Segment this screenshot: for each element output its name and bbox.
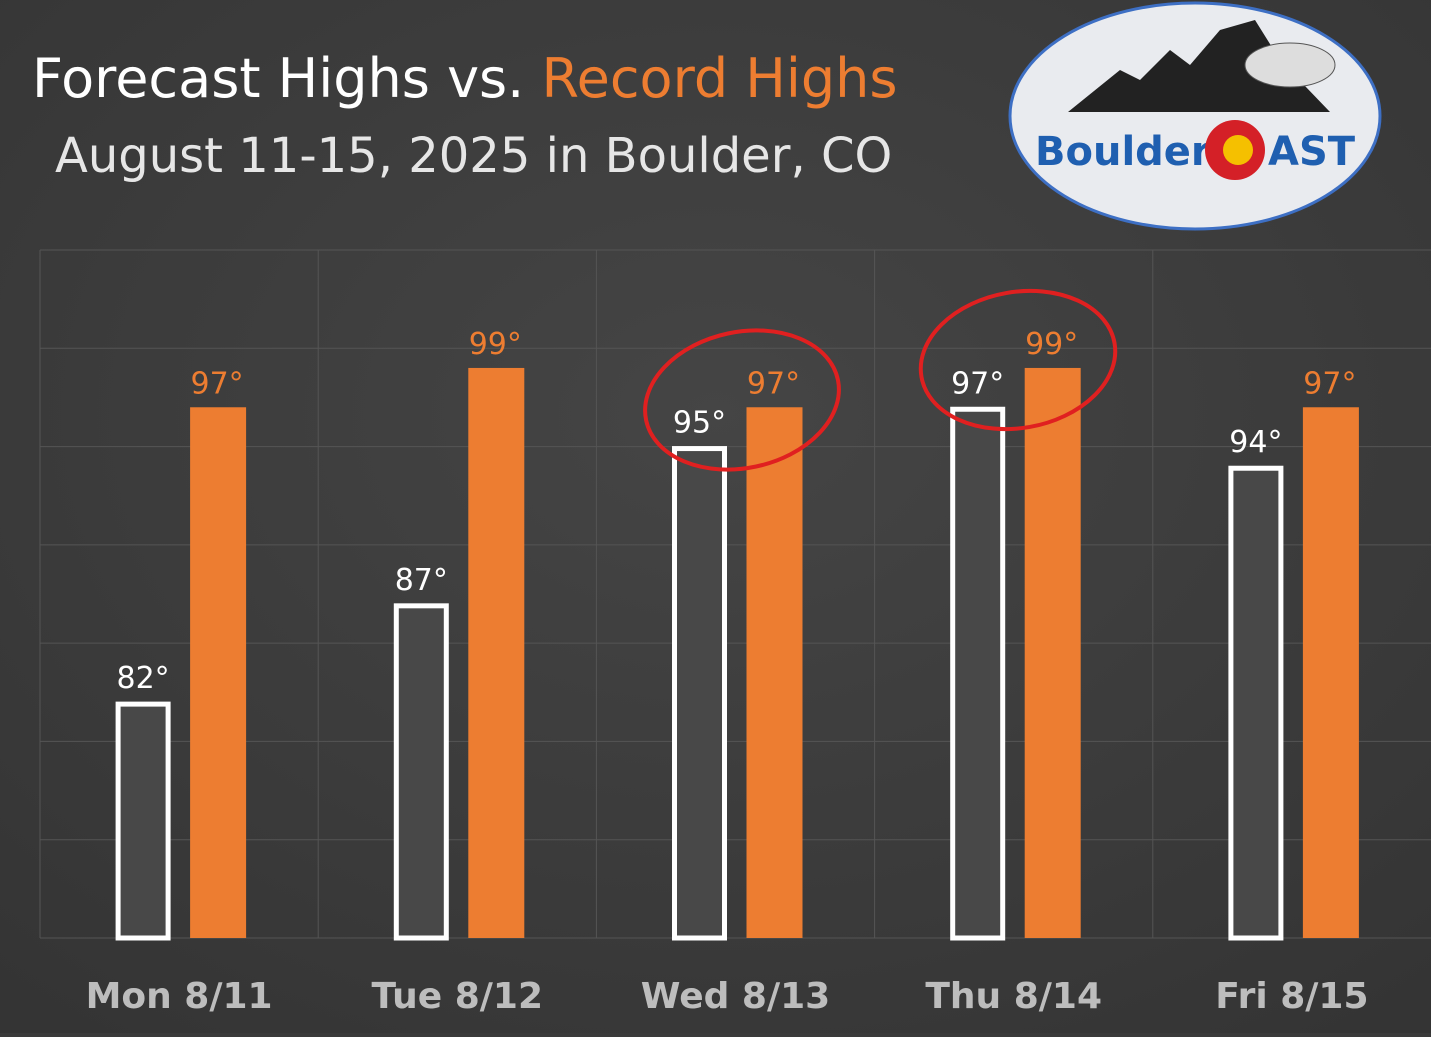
highlight-circle xyxy=(643,328,841,472)
data-label: 82° xyxy=(117,661,170,696)
bar xyxy=(746,407,803,938)
chart-subtitle: August 11-15, 2025 in Boulder, CO xyxy=(55,128,892,184)
bar xyxy=(1024,367,1081,938)
data-label: 97° xyxy=(747,366,800,401)
logo: Boulder AST xyxy=(1008,1,1382,231)
data-label: 95° xyxy=(673,406,726,441)
logo-oval xyxy=(1008,1,1382,231)
logo-text: Boulder xyxy=(1035,129,1211,175)
title-part: vs. xyxy=(447,47,524,110)
bar xyxy=(672,446,727,941)
x-tick-label: Fri 8/15 xyxy=(1215,976,1368,1017)
bar xyxy=(950,406,1006,941)
x-tick-label: Mon 8/11 xyxy=(86,976,273,1017)
x-tick-label: Wed 8/13 xyxy=(641,976,830,1017)
data-label: 87° xyxy=(395,563,448,598)
plot-area: 82° 97° Mon 8/11 87° 99° Tue 8/12 95° 97° Wed 8/… xyxy=(39,249,1431,1017)
bar xyxy=(1302,407,1359,938)
data-label: 97° xyxy=(951,366,1004,401)
x-tick-label: Thu 8/14 xyxy=(925,976,1102,1017)
title-part: Forecast Highs xyxy=(32,47,430,110)
data-label: 99° xyxy=(469,327,522,362)
x-tick-label: Tue 8/12 xyxy=(372,976,543,1017)
data-label: 97° xyxy=(1303,366,1356,401)
logo-cloud xyxy=(1244,42,1336,88)
bar xyxy=(393,603,449,941)
bar xyxy=(468,367,525,938)
logo-text: AST xyxy=(1268,129,1356,175)
title-part: Record Highs xyxy=(542,47,898,110)
logo-mountains xyxy=(1068,20,1330,112)
data-label: 94° xyxy=(1229,425,1282,460)
logo-flag-sun xyxy=(1223,135,1253,165)
bar xyxy=(115,701,171,941)
highlight-circle xyxy=(918,288,1118,432)
bar xyxy=(1228,465,1284,941)
data-label: 97° xyxy=(191,366,244,401)
data-label: 99° xyxy=(1025,327,1078,362)
bar xyxy=(190,407,247,938)
chart-title: Forecast Highs vs. Record Highs xyxy=(32,47,898,110)
